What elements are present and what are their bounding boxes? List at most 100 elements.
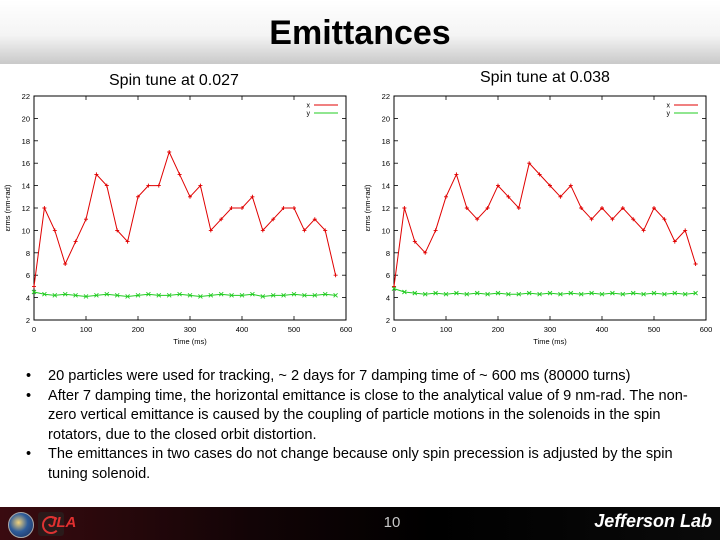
x-tick-label: 300 [544,325,557,334]
bullet-text: After 7 damping time, the horizontal emi… [48,387,688,443]
data-point-y [682,291,688,297]
data-point-y [693,290,698,296]
data-point-y [250,291,255,297]
data-point-y [599,291,605,297]
y-tick-label: 14 [382,182,390,191]
data-point-x [527,161,532,166]
y-tick-label: 6 [26,271,30,280]
data-point-x [662,217,667,222]
data-point-y [402,289,407,295]
data-point-x [125,239,130,244]
legend-label-y: y [307,111,311,118]
data-point-x [271,217,276,222]
x-tick-label: 200 [492,325,505,334]
data-point-y [464,291,470,297]
footer-bar: JLA 10 Jefferson Lab [0,507,720,540]
data-point-x [177,172,182,177]
x-axis-label: Time (ms) [173,337,207,346]
data-point-y [270,293,276,298]
data-point-y [443,291,449,297]
bullet-item: • After 7 damping time, the horizontal e… [24,387,708,446]
data-point-y [187,293,193,298]
data-point-x [292,206,296,210]
data-point-y [260,294,266,299]
data-point-x [454,172,459,177]
y-tick-label: 14 [22,182,30,191]
data-point-y [218,291,224,297]
data-point-y [641,291,646,297]
data-point-x [240,206,244,210]
data-point-x [516,206,521,210]
data-point-y [208,293,214,298]
data-point-x [631,217,636,222]
data-point-x [84,217,88,222]
doe-seal-logo [8,512,34,538]
series-line-y [393,288,696,295]
data-point-y [322,291,328,297]
x-tick-label: 500 [288,325,301,334]
data-point-y [516,291,522,297]
x-tick-label: 0 [392,325,396,334]
data-point-x [475,217,480,222]
data-point-x [548,183,552,188]
data-point-x [652,206,656,210]
data-point-y [672,290,678,296]
data-point-y [526,290,532,296]
chart-1-title: Spin tune at 0.027 [109,72,239,89]
data-point-x [167,150,172,154]
data-point-x [63,262,68,266]
data-point-y [83,294,89,299]
data-point-y [94,293,99,298]
data-point-x [423,250,428,255]
data-point-x [32,284,36,289]
x-axis-label: Time (ms) [533,337,567,346]
data-point-x [672,239,677,244]
data-point-x [115,228,120,233]
data-point-y [198,294,203,299]
y-tick-label: 10 [22,226,30,235]
data-point-x [42,206,47,210]
data-point-x [94,172,99,177]
data-point-y [474,290,480,296]
data-point-x [146,183,151,188]
bullet-dot: • [26,387,32,404]
data-point-x [312,217,317,222]
y-tick-label: 10 [382,226,390,235]
data-point-y [630,290,636,296]
bullet-item: • The emittances in two cases do not cha… [24,445,708,484]
data-point-y [146,291,151,297]
x-tick-label: 500 [648,325,661,334]
page-number: 10 [383,514,401,531]
y-tick-label: 2 [26,316,30,325]
data-point-y [558,291,563,297]
data-point-y [433,290,438,296]
data-point-y [506,291,511,297]
y-tick-label: 18 [382,137,390,146]
data-point-y [620,291,626,297]
bullet-dot: • [26,446,32,462]
y-tick-label: 2 [386,316,390,325]
data-point-y [610,290,615,296]
data-point-x [302,228,307,233]
y-tick-label: 16 [22,159,30,168]
y-tick-label: 4 [386,294,390,303]
y-tick-label: 22 [382,92,390,101]
data-point-x [641,228,646,233]
data-point-x [496,183,500,188]
y-tick-label: 12 [22,204,30,213]
bullet-item: • 20 particles were used for tracking, ~… [24,367,708,387]
x-tick-label: 100 [440,325,453,334]
jefferson-lab-logo: Jefferson Lab [594,511,712,531]
data-point-y [135,293,141,298]
emittance-chart-spin-0027: 2 4 6 8 10 12 14 16 18 20 22 0 100 200 300 400 500 600 Tim… [3,92,352,346]
data-point-y [333,293,338,298]
data-point-y [589,290,594,296]
bullet-text: The emittances in two cases do not chang… [48,446,673,482]
x-tick-label: 200 [132,325,145,334]
data-point-x [208,228,213,233]
data-point-y [125,294,130,299]
chart-2-title: Spin tune at 0.038 [480,69,610,86]
legend-label-x: x [307,103,311,110]
data-point-x [188,194,192,199]
series-line-y [33,291,336,297]
